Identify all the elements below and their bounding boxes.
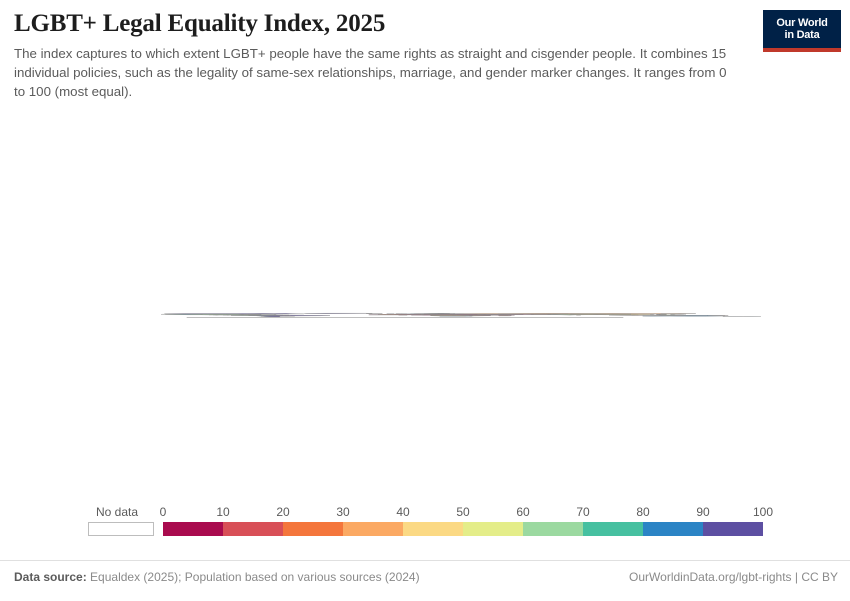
owid-logo-line2: in Data [785,29,820,41]
chart-subtitle: The index captures to which extent LGBT+… [14,45,734,102]
legend-tick: 80 [636,505,649,519]
page-title: LGBT+ Legal Equality Index, 2025 [14,10,734,39]
legend-tick: 60 [516,505,529,519]
legend-tick-labels: 0 10 20 30 40 50 60 70 80 90 100 [0,505,850,521]
map-country[interactable]: Australia: 85 [643,316,725,317]
legend-tick: 100 [753,505,773,519]
world-map[interactable]: Western Sahara: No dataAntarctica-sliver… [0,112,850,502]
legend-tick: 30 [336,505,349,519]
map-countries-layer[interactable]: Western Sahara: No dataAntarctica-sliver… [161,313,761,317]
legend-tick: 50 [456,505,469,519]
map-country[interactable]: Greenland: 95 [304,313,372,314]
legend-tick: 10 [216,505,229,519]
legend-bin[interactable] [223,522,283,536]
legend-bin[interactable] [343,522,403,536]
data-source: Data source: Equaldex (2025); Population… [14,570,420,584]
legend-bin[interactable] [403,522,463,536]
world-map-svg[interactable]: Western Sahara: No dataAntarctica-sliver… [0,112,850,502]
legend-bin[interactable] [643,522,703,536]
legend-tick: 20 [276,505,289,519]
legend-bin[interactable] [703,522,763,536]
owid-logo-line1: Our World [776,17,827,29]
legend-bin[interactable] [523,522,583,536]
chart-header: LGBT+ Legal Equality Index, 2025 The ind… [14,10,734,101]
legend-tick: 70 [576,505,589,519]
attribution-link[interactable]: OurWorldinData.org/lgbt-rights | CC BY [629,570,838,584]
legend-bin[interactable] [463,522,523,536]
chart-footer: Data source: Equaldex (2025); Population… [0,560,850,601]
legend-tick: 90 [696,505,709,519]
legend-bin[interactable] [583,522,643,536]
owid-logo[interactable]: Our World in Data [763,10,841,52]
legend-tick: 40 [396,505,409,519]
data-source-label: Data source: [14,570,87,584]
legend-color-bar[interactable] [163,522,763,536]
legend-bin[interactable] [283,522,343,536]
data-source-text: Equaldex (2025); Population based on var… [90,570,420,584]
legend-bin[interactable] [163,522,223,536]
legend-tick: 0 [160,505,167,519]
legend-no-data-swatch[interactable] [88,522,154,536]
